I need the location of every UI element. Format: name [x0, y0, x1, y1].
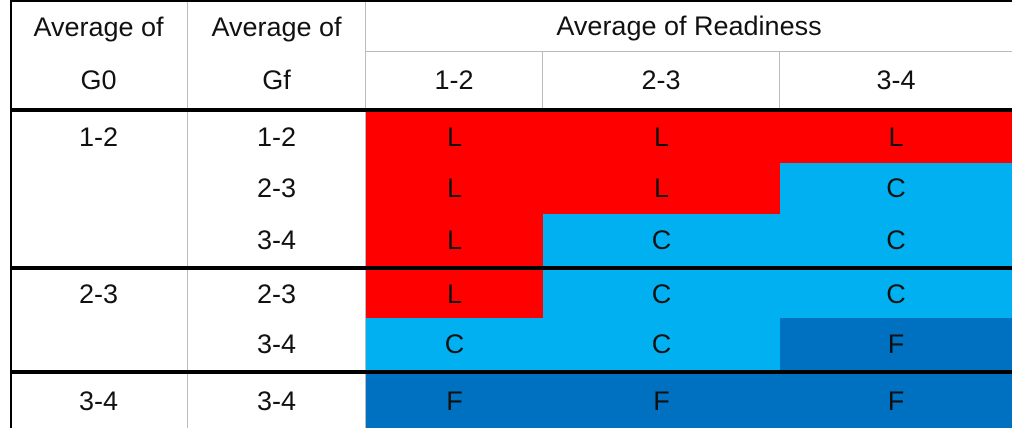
- status-cell: C: [543, 318, 780, 370]
- row-label: 2-3: [10, 270, 188, 318]
- status-cell: C: [780, 214, 1012, 266]
- rule: [10, 0, 12, 428]
- status-cell: L: [366, 112, 543, 163]
- status-cell: L: [366, 270, 543, 318]
- rule: [10, 108, 1012, 112]
- row-label: 1-2: [188, 112, 366, 163]
- status-cell: F: [780, 318, 1012, 370]
- row-label: [10, 214, 188, 266]
- row-label: 1-2: [10, 112, 188, 163]
- row-label: 2-3: [188, 163, 366, 214]
- status-cell: C: [780, 270, 1012, 318]
- header-cell: G0: [10, 52, 188, 108]
- status-cell: L: [366, 214, 543, 266]
- status-cell: C: [543, 214, 780, 266]
- status-cell: F: [366, 374, 543, 428]
- status-cell: C: [543, 270, 780, 318]
- header-cell: 2-3: [543, 52, 780, 108]
- row-label: 2-3: [188, 270, 366, 318]
- status-cell: C: [780, 163, 1012, 214]
- row-label: 3-4: [188, 318, 366, 370]
- header-cell: Gf: [188, 52, 366, 108]
- status-cell: L: [543, 163, 780, 214]
- rule: [10, 266, 1012, 270]
- status-cell: L: [780, 112, 1012, 163]
- header-cell: 3-4: [876, 64, 916, 95]
- status-cell: L: [366, 163, 543, 214]
- header-cell: 1-2: [366, 52, 543, 108]
- header-cell: Average of: [188, 2, 366, 52]
- row-label: [10, 318, 188, 370]
- row-label: 3-4: [10, 374, 188, 428]
- row-label: 3-4: [188, 214, 366, 266]
- status-cell: C: [366, 318, 543, 370]
- status-cell: F: [543, 374, 780, 428]
- status-cell: L: [543, 112, 780, 163]
- row-label: [10, 163, 188, 214]
- header-cell: Average of: [10, 2, 188, 52]
- rule: [10, 370, 1012, 374]
- rule: [10, 0, 1012, 2]
- header-cell: Average of Readiness: [366, 2, 1012, 52]
- status-cell: F: [780, 374, 1012, 428]
- row-label: 3-4: [188, 374, 366, 428]
